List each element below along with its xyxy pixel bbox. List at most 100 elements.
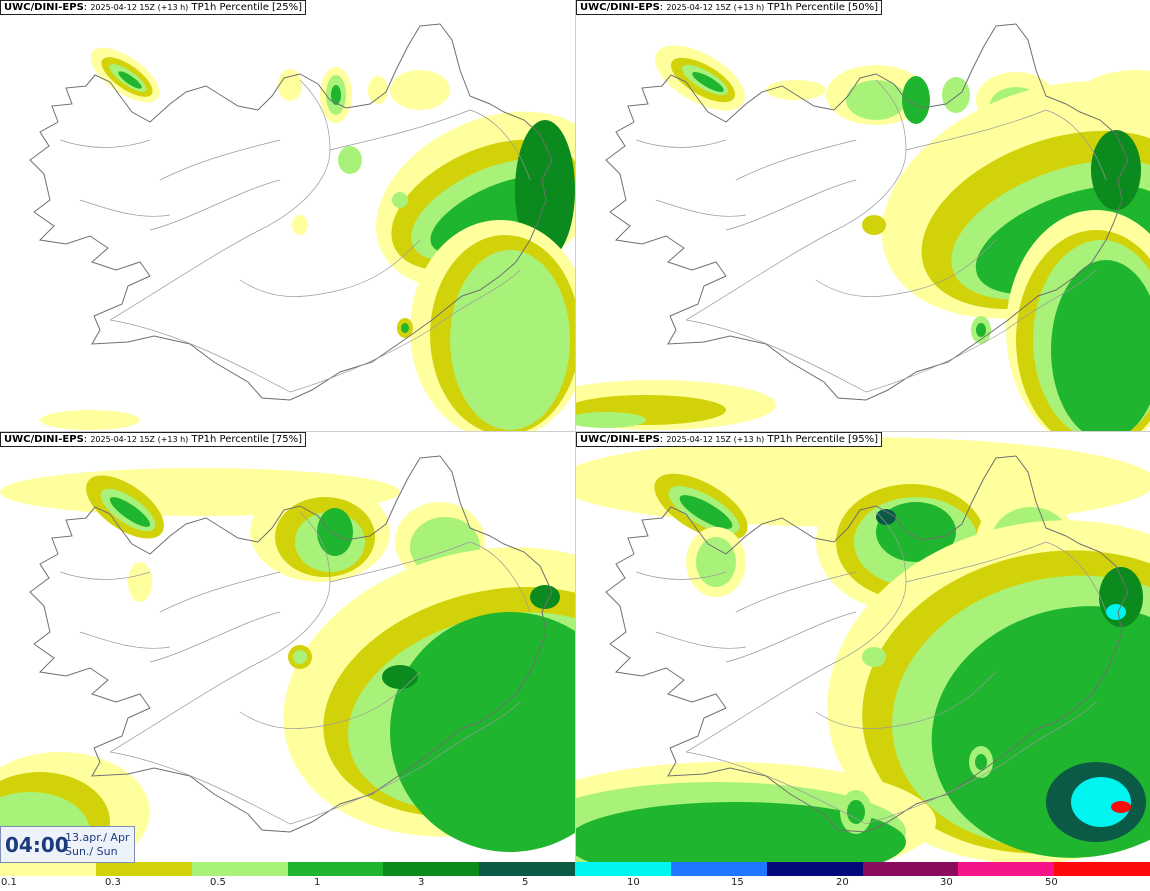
precip-area [847, 800, 865, 824]
road-line [149, 571, 281, 663]
coastline [605, 455, 1129, 833]
precip-area [390, 70, 450, 110]
valid-time-box: 04:00 13.apr./ Apr Sun./ Sun [0, 826, 135, 863]
precip-area [696, 537, 736, 587]
precip-map-p75 [0, 455, 575, 863]
precip-area [931, 606, 1150, 858]
coastline [605, 23, 1129, 401]
road-line [635, 139, 747, 217]
colorbar-segment [766, 862, 864, 876]
precip-area [397, 748, 417, 776]
precip-area [382, 665, 418, 689]
precip-area [390, 612, 575, 852]
colorbar-tick-label: 0.5 [210, 877, 226, 888]
colorbar-tick-label: 3 [418, 877, 425, 888]
colorbar-segment [287, 862, 385, 876]
coastline [29, 23, 553, 401]
map-panel-p25: UWC/DINI-EPS: 2025-04-12 15Z (+13 h) TP1… [0, 0, 575, 431]
precip-area [128, 562, 152, 602]
road-line [239, 671, 421, 729]
road-line [329, 109, 531, 181]
precip-area [1091, 130, 1141, 210]
colorbar-segment [0, 862, 97, 876]
colorbar-tick-label: 1 [314, 877, 321, 888]
road-line [905, 109, 1107, 181]
panel-title: UWC/DINI-EPS: 2025-04-12 15Z (+13 h) TP1… [0, 432, 307, 447]
colorbar-tick-label: 15 [731, 877, 744, 888]
precip-area [846, 80, 906, 120]
panel-title: UWC/DINI-EPS: 2025-04-12 15Z (+13 h) TP1… [576, 432, 883, 447]
road-line [239, 239, 421, 297]
road-line [329, 541, 531, 613]
colorbar-tick-label: 0.1 [1, 877, 17, 888]
precip-map-p50 [576, 23, 1150, 431]
precip-area [862, 215, 886, 235]
colorbar-ticks: 0.1 0.3 0.5 1 3 5 10 15 20 30 50 [0, 876, 1150, 891]
valid-time: 04:00 [5, 833, 69, 857]
precip-area [401, 323, 409, 333]
road-line [59, 571, 171, 649]
road-line [149, 139, 281, 231]
colorbar-segment [575, 862, 672, 876]
map-panel-p95: UWC/DINI-EPS: 2025-04-12 15Z (+13 h) TP1… [576, 432, 1150, 863]
precip-area [368, 76, 388, 104]
map-panel-p75: UWC/DINI-EPS: 2025-04-12 15Z (+13 h) TP1… [0, 432, 575, 863]
colorbar-segment [1054, 862, 1150, 876]
road-line [725, 571, 857, 663]
colorbar-tick-label: 20 [836, 877, 849, 888]
precip-area [331, 85, 341, 105]
precip-area [278, 69, 302, 101]
precip-area [766, 80, 826, 100]
precip-area [292, 215, 308, 235]
precip-area [902, 76, 930, 124]
colorbar-segment [958, 862, 1056, 876]
colorbar-segment [95, 862, 193, 876]
precip-area [530, 585, 560, 609]
colorbar-segment [191, 862, 289, 876]
precip-area [576, 412, 646, 428]
precip-map-p25 [29, 23, 575, 431]
precip-area [976, 323, 986, 337]
precip-area [450, 250, 570, 430]
colorbar-segment [383, 862, 481, 876]
road-line [685, 269, 1097, 393]
road-line [59, 139, 171, 217]
precip-area [576, 802, 906, 863]
precip-area [692, 72, 724, 92]
road-line [109, 79, 331, 321]
road-line [109, 511, 331, 753]
precip-area [338, 146, 362, 174]
precip-area [1106, 604, 1126, 620]
road-line [725, 139, 857, 231]
precip-area [942, 77, 970, 113]
panel-divider [0, 431, 1150, 432]
precip-area [293, 650, 307, 664]
colorbar-segment [862, 862, 960, 876]
panel-title: UWC/DINI-EPS: 2025-04-12 15Z (+13 h) TP1… [0, 0, 307, 15]
precip-area [515, 120, 575, 260]
precip-area [975, 754, 987, 770]
precip-area [679, 495, 733, 529]
colorbar-tick-label: 30 [940, 877, 953, 888]
precip-area [1071, 777, 1131, 827]
colorbar-tick-label: 0.3 [105, 877, 121, 888]
map-panel-p50: UWC/DINI-EPS: 2025-04-12 15Z (+13 h) TP1… [576, 0, 1150, 431]
road-line [905, 541, 1107, 613]
road-line [109, 701, 521, 825]
precip-area [1051, 260, 1150, 431]
road-line [109, 269, 521, 393]
coastline [29, 455, 553, 833]
precip-area [392, 192, 408, 208]
colorbar-tick-label: 5 [522, 877, 529, 888]
precip-area [876, 509, 896, 525]
precip-area [862, 647, 886, 667]
precip-area [40, 410, 140, 430]
precip-map-p95 [576, 437, 1150, 863]
road-line [815, 671, 997, 729]
valid-date-line: 13.apr./ Apr [65, 831, 130, 844]
road-line [635, 571, 747, 649]
valid-day-line: Sun./ Sun [65, 845, 118, 858]
colorbar-tick-label: 10 [627, 877, 640, 888]
precip-colorbar [0, 862, 1150, 876]
precip-area [317, 508, 353, 556]
